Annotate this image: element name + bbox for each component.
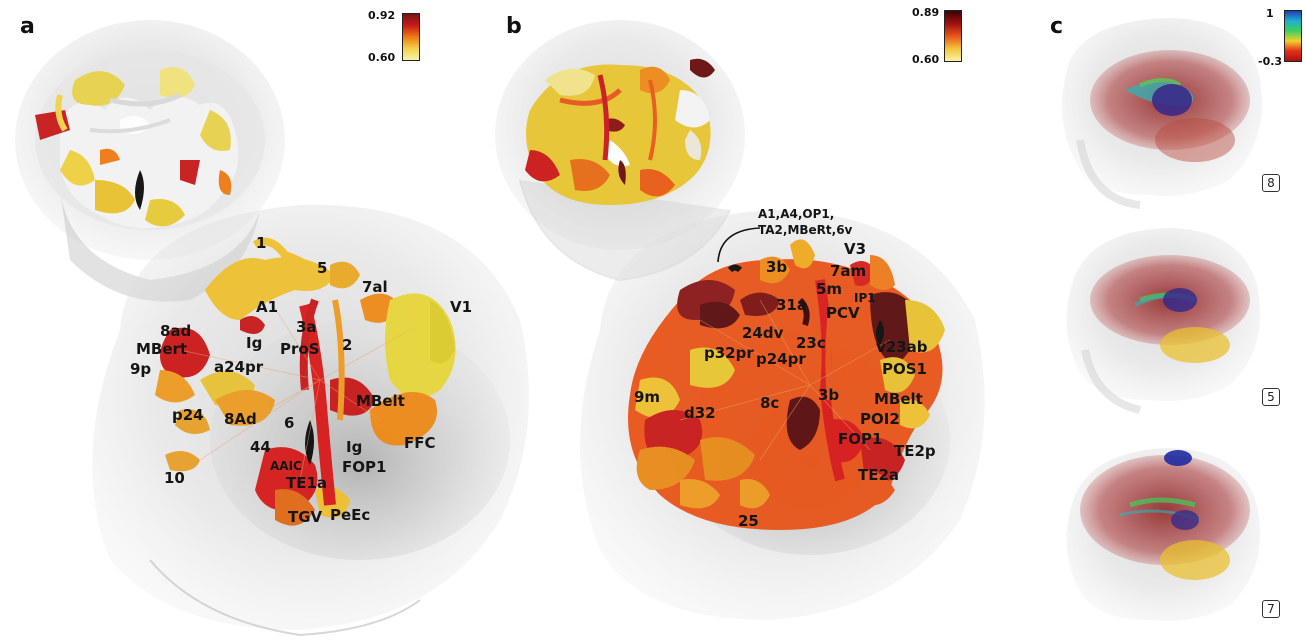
region-label: 3b bbox=[766, 258, 788, 276]
region-label: 9m bbox=[634, 388, 661, 406]
region-label: PeEc bbox=[330, 506, 371, 524]
region-label: d32 bbox=[684, 404, 716, 422]
colorbar-a-max: 0.92 bbox=[368, 9, 396, 22]
region-label: FOP1 bbox=[342, 458, 387, 476]
annotation-line-1: A1,A4,OP1, bbox=[758, 207, 835, 221]
region-label: 5m bbox=[816, 280, 843, 298]
region-label: 7al bbox=[362, 278, 388, 296]
region-label: IP1 bbox=[854, 291, 876, 305]
region-label: 31a bbox=[776, 296, 807, 314]
colorbar-b-min: 0.60 bbox=[912, 53, 940, 66]
region-label: MBelt bbox=[874, 390, 923, 408]
region-label: 3b bbox=[818, 386, 840, 404]
region-label: TGV bbox=[288, 508, 323, 526]
region-label: 8c bbox=[760, 394, 780, 412]
region-label: TE1a bbox=[286, 474, 328, 492]
panel-letter-c: c bbox=[1050, 14, 1064, 39]
region-label: 25 bbox=[738, 512, 759, 530]
panel-c-head-2 bbox=[1066, 228, 1261, 414]
panel-a-large-head bbox=[92, 204, 529, 637]
region-label: 1 bbox=[256, 234, 267, 252]
region-label: V1 bbox=[450, 298, 473, 316]
region-label: 9p bbox=[130, 360, 152, 378]
region-label: ProS bbox=[280, 340, 320, 358]
region-label: v23ab bbox=[876, 338, 928, 356]
panel-b-large-head bbox=[580, 210, 985, 620]
region-label: 5 bbox=[317, 259, 328, 277]
region-label: 8Ad bbox=[224, 410, 257, 428]
panel-c-box-3: 7 bbox=[1262, 600, 1280, 618]
region-label: p32pr bbox=[704, 344, 754, 362]
region-label: 8ad bbox=[160, 322, 192, 340]
colorbar-c-max: 1 bbox=[1266, 7, 1274, 20]
annotation-bracket bbox=[717, 227, 761, 263]
panel-letter-b: b bbox=[506, 14, 522, 39]
region-label: 6 bbox=[284, 414, 295, 432]
region-label: 44 bbox=[250, 438, 271, 456]
panel-letter-a: a bbox=[20, 14, 35, 39]
panel-c-head-3 bbox=[1066, 448, 1261, 621]
region-label: 10 bbox=[164, 469, 185, 487]
panel-c-head-1 bbox=[1062, 18, 1262, 209]
colorbar-a-min: 0.60 bbox=[368, 51, 396, 64]
region-label: Ig bbox=[346, 438, 363, 456]
region-label: A1 bbox=[256, 298, 279, 316]
panel-c-box-2: 5 bbox=[1262, 388, 1280, 406]
region-label: MBert bbox=[136, 340, 188, 358]
region-label: POS1 bbox=[882, 360, 927, 378]
region-label: MBelt bbox=[356, 392, 405, 410]
region-label: V3 bbox=[844, 240, 867, 258]
region-label: p24pr bbox=[756, 350, 806, 368]
region-label: Ig bbox=[246, 334, 263, 352]
region-label: 7am bbox=[830, 262, 867, 280]
region-label: TE2p bbox=[894, 442, 936, 460]
region-label: PCV bbox=[826, 304, 860, 322]
region-label: FOP1 bbox=[838, 430, 883, 448]
region-label: POI2 bbox=[860, 410, 900, 428]
region-label: TE2a bbox=[858, 466, 900, 484]
annotation-line-2: TA2,MBeRt,6v bbox=[758, 223, 853, 237]
panel-c-box-1: 8 bbox=[1262, 174, 1280, 192]
panel-b-small-head bbox=[495, 20, 745, 282]
region-label: 23c bbox=[796, 334, 826, 352]
region-label: p24 bbox=[172, 406, 204, 424]
colorbar-b-max: 0.89 bbox=[912, 6, 940, 19]
region-label: AAIC bbox=[270, 459, 302, 473]
colorbar-c-min: -0.3 bbox=[1258, 55, 1283, 68]
region-label: a24pr bbox=[214, 358, 264, 376]
region-label: FFC bbox=[404, 434, 436, 452]
region-label: 3a bbox=[296, 318, 317, 336]
region-label: 24dv bbox=[742, 324, 784, 342]
region-label: 2 bbox=[342, 336, 353, 354]
